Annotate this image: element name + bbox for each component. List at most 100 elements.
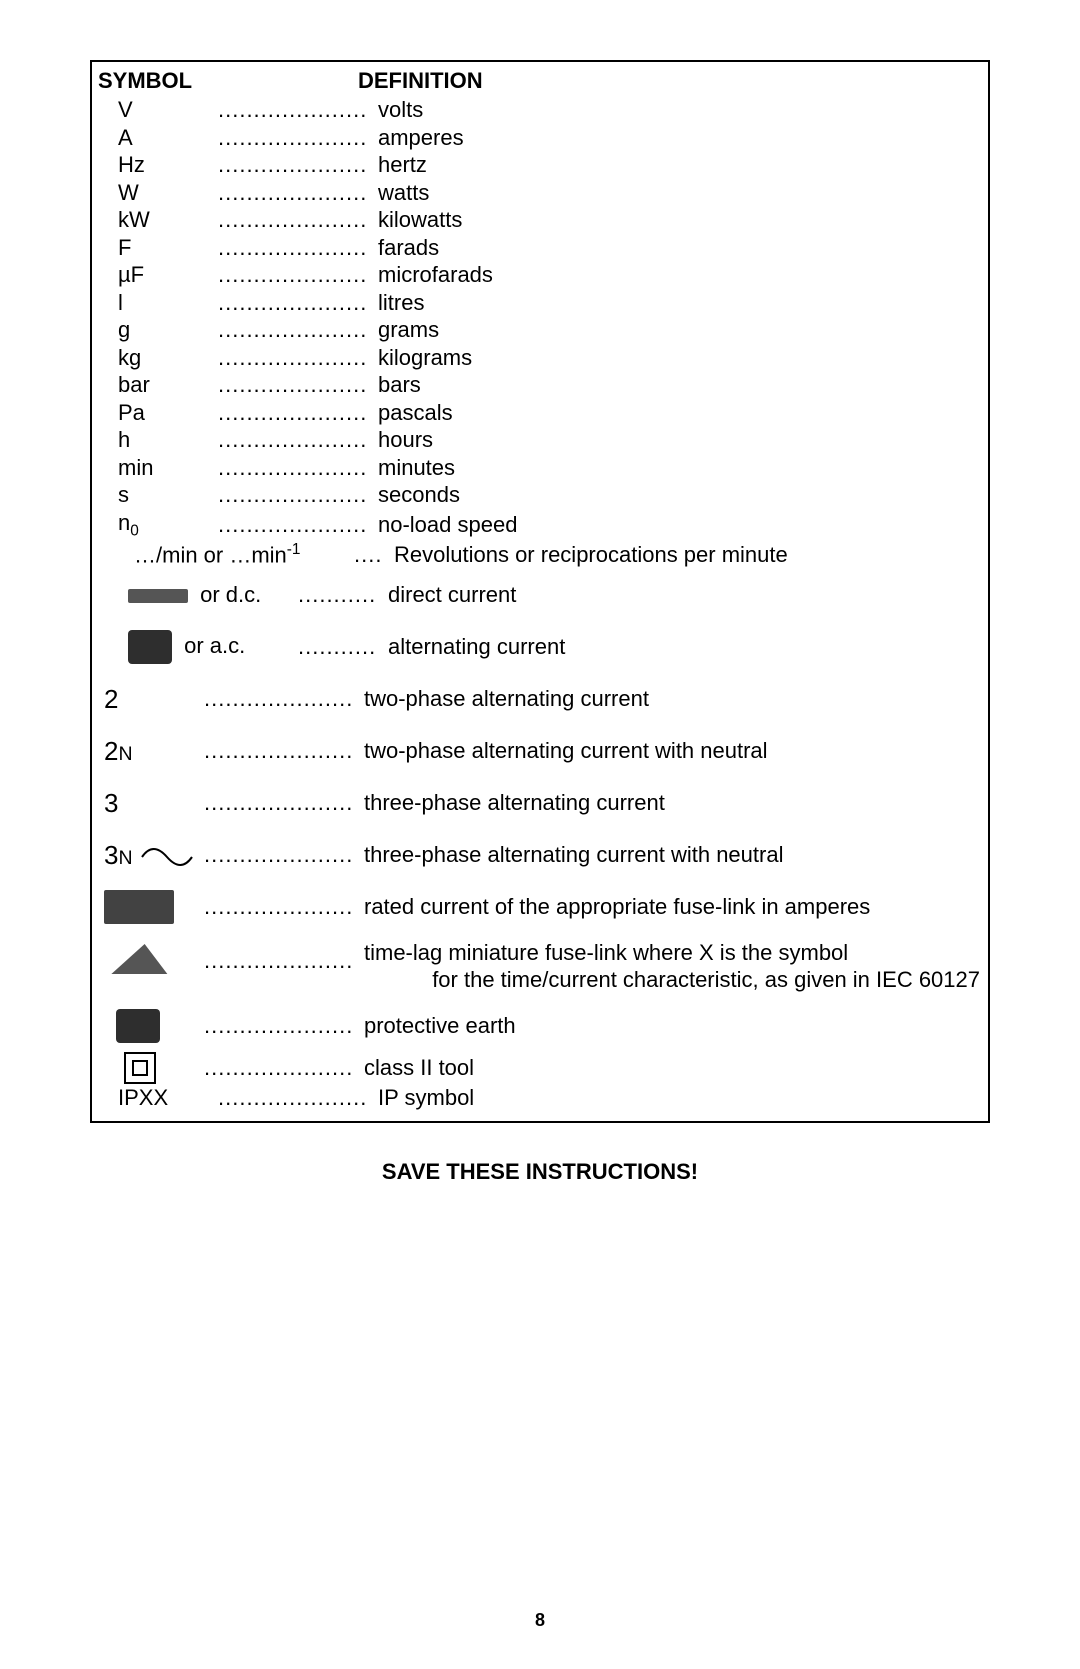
definition-cell: watts bbox=[368, 179, 982, 207]
leader-dots: ........................ bbox=[218, 426, 368, 454]
header-symbol: SYMBOL bbox=[98, 68, 358, 94]
dc-icon bbox=[128, 589, 188, 603]
table-row: 2N ........................ two-phase al… bbox=[98, 725, 982, 777]
definition-line2: for the time/current characteristic, as … bbox=[364, 966, 982, 994]
symbol-superscript: -1 bbox=[287, 541, 301, 558]
symbol-cell: A bbox=[98, 124, 218, 152]
definition-cell: direct current bbox=[378, 581, 982, 609]
symbol-cell: kg bbox=[98, 344, 218, 372]
symbol-cell: µF bbox=[98, 261, 218, 289]
symbol-cell: h bbox=[98, 426, 218, 454]
table-row: kg ........................ kilograms bbox=[98, 344, 982, 372]
symbol-cell: min bbox=[98, 454, 218, 482]
table-row: µF ........................ microfarads bbox=[98, 261, 982, 289]
leader-dots: ........................ bbox=[218, 481, 368, 509]
fuse-icon bbox=[104, 890, 174, 924]
table-row: …/min or …min-1 ......... Revolutions or… bbox=[98, 540, 982, 569]
definition-cell: microfarads bbox=[368, 261, 982, 289]
definition-cell: two-phase alternating current with neutr… bbox=[354, 737, 982, 765]
symbol-cell: Hz bbox=[98, 151, 218, 179]
symbol-cell: W bbox=[98, 179, 218, 207]
table-row: bar ........................ bars bbox=[98, 371, 982, 399]
leader-dots: ........................ bbox=[218, 234, 368, 262]
definition-cell: kilograms bbox=[368, 344, 982, 372]
definition-cell: protective earth bbox=[354, 1012, 982, 1040]
header-definition: DEFINITION bbox=[358, 68, 982, 94]
definition-cell: kilowatts bbox=[368, 206, 982, 234]
leader-dots: ........................ bbox=[218, 316, 368, 344]
symbol-text: or a.c. bbox=[178, 633, 245, 658]
leader-dots: ........................ bbox=[204, 841, 354, 869]
definition-cell: class II tool bbox=[354, 1054, 982, 1082]
definition-cell: grams bbox=[368, 316, 982, 344]
symbol-cell: 3 bbox=[98, 787, 204, 820]
table-header: SYMBOL DEFINITION bbox=[98, 68, 982, 94]
definition-cell: IP symbol bbox=[368, 1084, 982, 1112]
symbol-cell: IPXX bbox=[98, 1084, 218, 1112]
table-row: V ........................ volts bbox=[98, 96, 982, 124]
symbol-cell: or d.c. bbox=[98, 581, 298, 609]
definition-cell: bars bbox=[368, 371, 982, 399]
table-row: A ........................ amperes bbox=[98, 124, 982, 152]
definition-cell: amperes bbox=[368, 124, 982, 152]
ac-icon bbox=[128, 630, 172, 664]
table-row: ........................ class II tool bbox=[98, 1052, 982, 1084]
definition-cell: litres bbox=[368, 289, 982, 317]
table-row: or a.c. ................ alternating cur… bbox=[98, 621, 982, 673]
leader-dots: ........................ bbox=[218, 206, 368, 234]
table-row: min ........................ minutes bbox=[98, 454, 982, 482]
sine-wave-icon bbox=[140, 845, 194, 869]
leader-dots: ........................ bbox=[218, 124, 368, 152]
leader-dots: ........................ bbox=[218, 399, 368, 427]
definition-cell: volts bbox=[368, 96, 982, 124]
table-row: n0 ........................ no-load spee… bbox=[98, 509, 982, 541]
symbol-definition-table: SYMBOL DEFINITION V ....................… bbox=[90, 60, 990, 1123]
symbol-subscript: 0 bbox=[130, 522, 139, 539]
protective-earth-icon bbox=[116, 1009, 160, 1043]
table-row: l ........................ litres bbox=[98, 289, 982, 317]
symbol-cell: 2 bbox=[98, 683, 204, 716]
table-row: IPXX ........................ IP symbol bbox=[98, 1084, 982, 1112]
symbol-cell: 3N bbox=[98, 839, 204, 872]
table-row: g ........................ grams bbox=[98, 316, 982, 344]
symbol-cell: 2N bbox=[98, 735, 204, 768]
symbol-cell: g bbox=[98, 316, 218, 344]
table-row: 2 ........................ two-phase alt… bbox=[98, 673, 982, 725]
symbol-cell: s bbox=[98, 481, 218, 509]
leader-dots: ........................ bbox=[204, 893, 354, 921]
definition-cell: time-lag miniature fuse-link where X is … bbox=[354, 939, 982, 994]
leader-dots: ........................ bbox=[204, 685, 354, 713]
symbol-cell bbox=[98, 1052, 204, 1084]
save-instructions-heading: SAVE THESE INSTRUCTIONS! bbox=[90, 1159, 990, 1185]
leader-dots: ......... bbox=[354, 541, 384, 569]
definition-cell: no-load speed bbox=[368, 511, 982, 539]
leader-dots: ........................ bbox=[218, 344, 368, 372]
leader-dots: ........................ bbox=[204, 1054, 354, 1082]
class-ii-icon bbox=[124, 1052, 156, 1084]
table-row: ........................ rated current o… bbox=[98, 881, 982, 933]
table-row: 3 ........................ three-phase a… bbox=[98, 777, 982, 829]
symbol-cell bbox=[98, 939, 204, 979]
symbol-text: or d.c. bbox=[194, 582, 261, 607]
table-row: F ........................ farads bbox=[98, 234, 982, 262]
table-row: or d.c. ................ direct current bbox=[98, 569, 982, 621]
definition-cell: minutes bbox=[368, 454, 982, 482]
symbol-text: 3 bbox=[104, 840, 118, 870]
class-ii-icon-inner bbox=[132, 1060, 148, 1076]
leader-dots: ........................ bbox=[204, 789, 354, 817]
symbol-cell: F bbox=[98, 234, 218, 262]
symbol-cell: V bbox=[98, 96, 218, 124]
definition-cell: three-phase alternating current with neu… bbox=[354, 841, 982, 869]
leader-dots: ................ bbox=[298, 633, 378, 661]
leader-dots: ........................ bbox=[218, 261, 368, 289]
definition-cell: seconds bbox=[368, 481, 982, 509]
symbol-cell: kW bbox=[98, 206, 218, 234]
symbol-cell: bar bbox=[98, 371, 218, 399]
symbol-subscript: N bbox=[118, 743, 132, 765]
definition-cell: Revolutions or reciprocations per minute bbox=[384, 541, 982, 569]
definition-cell: rated current of the appropriate fuse-li… bbox=[354, 893, 982, 921]
leader-dots: ........................ bbox=[218, 454, 368, 482]
table-row: Hz ........................ hertz bbox=[98, 151, 982, 179]
leader-dots: ........................ bbox=[218, 511, 368, 539]
definition-cell: hours bbox=[368, 426, 982, 454]
